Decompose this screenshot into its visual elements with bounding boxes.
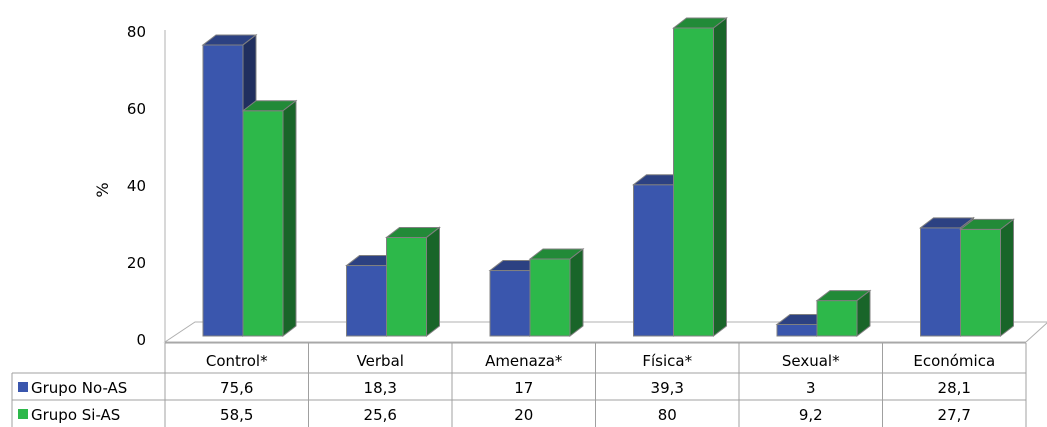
- bar: [385, 226, 441, 338]
- bar-front: [633, 184, 674, 337]
- legend-swatch: [18, 409, 28, 419]
- x-tick-label: Sexual*: [782, 352, 840, 370]
- data-table: Control* Verbal Amenaza* Física* Sexual* Econ…: [11, 342, 1027, 427]
- data-label: 58,5: [220, 406, 253, 424]
- bar-side: [856, 289, 871, 338]
- y-tick-label: 60: [127, 100, 146, 118]
- bar: [815, 289, 872, 338]
- data-label: 28,1: [938, 379, 971, 397]
- chart-floor: [163, 30, 1047, 343]
- bar: [672, 16, 728, 338]
- bar-front: [346, 265, 387, 337]
- data-label: 80: [658, 406, 677, 424]
- legend-label: Grupo Si-AS: [31, 406, 120, 424]
- y-tick-label: 80: [127, 23, 146, 41]
- x-tick-label: Verbal: [357, 352, 404, 370]
- bar-side: [569, 247, 584, 338]
- data-label: 9,2: [799, 406, 823, 424]
- bar-front: [202, 44, 244, 337]
- y-axis: 0 20 40 60 80: [127, 23, 146, 349]
- legend-swatch: [18, 382, 28, 392]
- data-label: 25,6: [364, 406, 397, 424]
- bar: [241, 99, 298, 338]
- bar: [528, 247, 585, 338]
- bar-side: [1000, 218, 1014, 338]
- data-label: 17: [514, 379, 533, 397]
- data-label: 75,6: [220, 379, 253, 397]
- bar: [959, 218, 1015, 338]
- bar-front: [386, 236, 427, 337]
- floor-plane: [163, 321, 1047, 343]
- y-tick-label: 40: [127, 177, 146, 195]
- legend-label: Grupo No-AS: [31, 379, 127, 397]
- bar-front: [489, 270, 531, 337]
- x-tick-label: Física*: [642, 352, 692, 370]
- data-label: 20: [514, 406, 533, 424]
- y-axis-label: %: [93, 182, 112, 197]
- x-tick-label: Control*: [206, 352, 268, 370]
- bar-front: [960, 228, 1001, 337]
- bar-front: [816, 300, 858, 337]
- x-tick-label: Económica: [913, 352, 995, 370]
- bar-front: [920, 227, 961, 337]
- bar-front: [673, 27, 714, 337]
- bar-side: [713, 16, 727, 338]
- y-tick-label: 0: [136, 331, 146, 349]
- y-tick-label: 20: [127, 254, 146, 272]
- data-label: 39,3: [651, 379, 684, 397]
- bar-side: [282, 99, 297, 338]
- data-label: 18,3: [364, 379, 397, 397]
- bar-front: [529, 258, 571, 337]
- bar-front: [776, 323, 818, 337]
- bar-side: [426, 226, 440, 338]
- x-tick-label: Amenaza*: [485, 352, 563, 370]
- data-label: 3: [806, 379, 816, 397]
- bars: [201, 16, 1015, 338]
- data-label: 27,7: [938, 406, 971, 424]
- bar-front: [242, 110, 284, 337]
